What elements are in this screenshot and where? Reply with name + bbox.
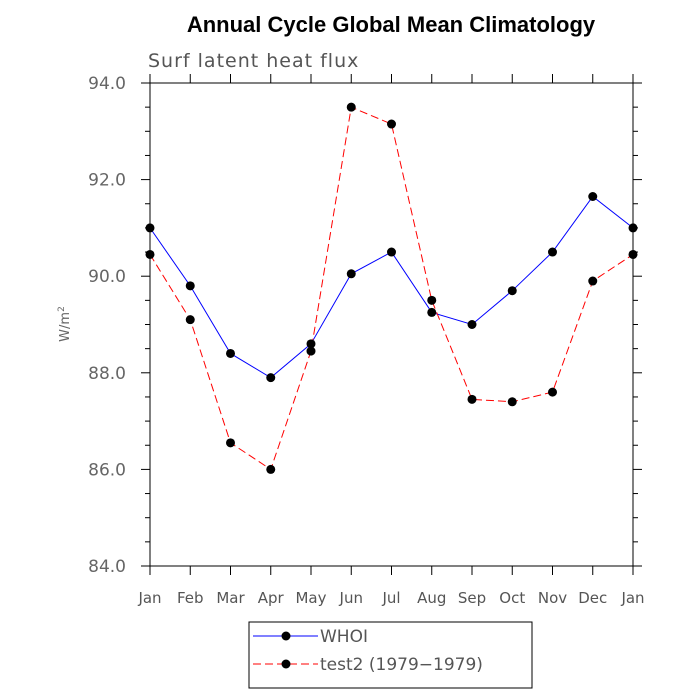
legend-label: test2 (1979−1979): [320, 655, 483, 675]
data-point-series-2: [427, 295, 437, 305]
data-point-series-2: [507, 397, 517, 407]
data-point-series-2: [226, 438, 235, 448]
y-tick-label: 84.0: [88, 557, 126, 577]
data-point-series-1: [346, 269, 356, 279]
x-tick-label: May: [295, 589, 326, 607]
x-tick-label: Feb: [177, 589, 204, 607]
data-point-series-2: [145, 249, 155, 259]
data-point-series-1: [467, 320, 477, 329]
data-point-series-1: [427, 307, 437, 317]
y-tick-label: 94.0: [88, 74, 126, 94]
x-tick-label: Dec: [578, 589, 607, 607]
legend-marker: [281, 659, 291, 669]
x-axis-ticks: Jan Feb Mar Apr May Jun Jul Aug Sep Oct Nov Dec Jan: [137, 74, 645, 607]
data-point-series-1: [306, 339, 316, 349]
data-point-series-2: [306, 346, 316, 356]
y-tick-label: 86.0: [88, 460, 126, 480]
series-line-2: [149, 106, 634, 471]
x-tick-label: Jul: [381, 589, 400, 607]
data-point-series-2: [266, 464, 276, 474]
data-point-series-1: [266, 373, 276, 383]
data-point-series-1: [145, 223, 155, 233]
x-tick-label: Nov: [538, 589, 567, 607]
series-layer: [145, 102, 638, 474]
legend-marker: [281, 631, 291, 641]
y-axis-label-superscript: 2: [57, 306, 67, 312]
x-tick-label: Jun: [339, 589, 363, 607]
data-point-series-1: [628, 223, 638, 233]
plot-frame: [149, 82, 634, 567]
data-point-series-1: [548, 247, 557, 257]
data-point-series-2: [628, 249, 638, 259]
y-axis-label-text: W/m: [58, 312, 73, 342]
x-tick-label: Mar: [216, 589, 245, 607]
data-point-series-1: [588, 192, 598, 202]
y-tick-label: 88.0: [88, 364, 126, 384]
x-tick-label: Jan: [137, 589, 161, 607]
data-point-series-2: [387, 119, 396, 129]
data-point-series-2: [548, 387, 557, 397]
y-tick-label: 90.0: [88, 267, 126, 287]
data-point-series-1: [185, 281, 195, 291]
series-line-1: [149, 195, 634, 379]
data-point-series-1: [387, 247, 396, 257]
x-tick-label: Sep: [458, 589, 486, 607]
data-point-series-1: [507, 286, 517, 296]
y-tick-label: 92.0: [88, 171, 126, 191]
data-point-series-2: [588, 276, 598, 286]
chart-subtitle: Surf latent heat flux: [148, 50, 359, 72]
y-minor-ticks: [145, 106, 638, 543]
data-point-series-1: [226, 348, 235, 358]
x-tick-label: Oct: [499, 589, 525, 607]
x-tick-label: Jan: [620, 589, 644, 607]
chart-title: Annual Cycle Global Mean Climatology: [187, 12, 596, 37]
data-point-series-2: [467, 394, 477, 404]
y-axis-label: W/m2: [57, 306, 73, 342]
x-tick-label: Apr: [258, 589, 285, 607]
x-tick-label: Aug: [417, 589, 446, 607]
data-point-series-2: [185, 315, 195, 325]
legend-box: [248, 621, 533, 689]
legend-label: WHOI: [320, 627, 368, 647]
legend: WHOI test2 (1979−1979): [253, 627, 483, 675]
y-axis-ticks: 84.0 86.0 88.0 90.0 92.0 94.0: [88, 74, 642, 577]
data-point-series-2: [346, 102, 356, 112]
